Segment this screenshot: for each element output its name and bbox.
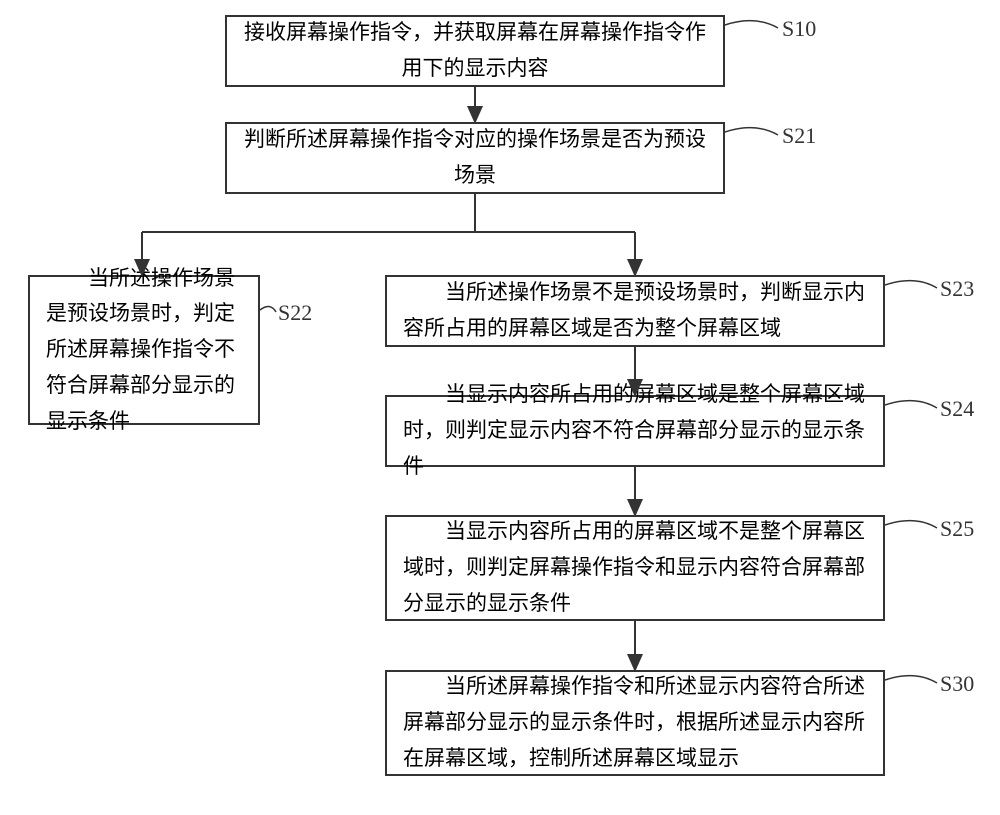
step-label-s25: S25 xyxy=(940,516,974,542)
flowchart-node-s22: 当所述操作场景是预设场景时，判定所述屏幕操作指令不符合屏幕部分显示的显示条件 xyxy=(28,275,260,425)
node-text: 当所述屏幕操作指令和所述显示内容符合所述屏幕部分显示的显示条件时，根据所述显示内… xyxy=(403,669,867,776)
flowchart-node-s23: 当所述操作场景不是预设场景时，判断显示内容所占用的屏幕区域是否为整个屏幕区域 xyxy=(385,275,885,347)
step-label-s30: S30 xyxy=(940,671,974,697)
node-text: 当显示内容所占用的屏幕区域是整个屏幕区域时，则判定显示内容不符合屏幕部分显示的显… xyxy=(403,377,867,484)
flowchart-node-s25: 当显示内容所占用的屏幕区域不是整个屏幕区域时，则判定屏幕操作指令和显示内容符合屏… xyxy=(385,515,885,621)
step-label-s21: S21 xyxy=(782,123,816,149)
step-label-s10: S10 xyxy=(782,16,816,42)
node-text: 当所述操作场景不是预设场景时，判断显示内容所占用的屏幕区域是否为整个屏幕区域 xyxy=(403,275,867,346)
node-text: 当所述操作场景是预设场景时，判定所述屏幕操作指令不符合屏幕部分显示的显示条件 xyxy=(46,261,242,439)
flowchart-node-s10: 接收屏幕操作指令，并获取屏幕在屏幕操作指令作用下的显示内容 xyxy=(225,15,725,87)
node-text: 接收屏幕操作指令，并获取屏幕在屏幕操作指令作用下的显示内容 xyxy=(243,15,707,86)
flowchart-node-s30: 当所述屏幕操作指令和所述显示内容符合所述屏幕部分显示的显示条件时，根据所述显示内… xyxy=(385,670,885,776)
step-label-s22: S22 xyxy=(278,300,312,326)
flowchart-node-s21: 判断所述屏幕操作指令对应的操作场景是否为预设场景 xyxy=(225,122,725,194)
step-label-s24: S24 xyxy=(940,396,974,422)
node-text: 判断所述屏幕操作指令对应的操作场景是否为预设场景 xyxy=(243,122,707,193)
flowchart-node-s24: 当显示内容所占用的屏幕区域是整个屏幕区域时，则判定显示内容不符合屏幕部分显示的显… xyxy=(385,395,885,467)
node-text: 当显示内容所占用的屏幕区域不是整个屏幕区域时，则判定屏幕操作指令和显示内容符合屏… xyxy=(403,514,867,621)
step-label-s23: S23 xyxy=(940,276,974,302)
